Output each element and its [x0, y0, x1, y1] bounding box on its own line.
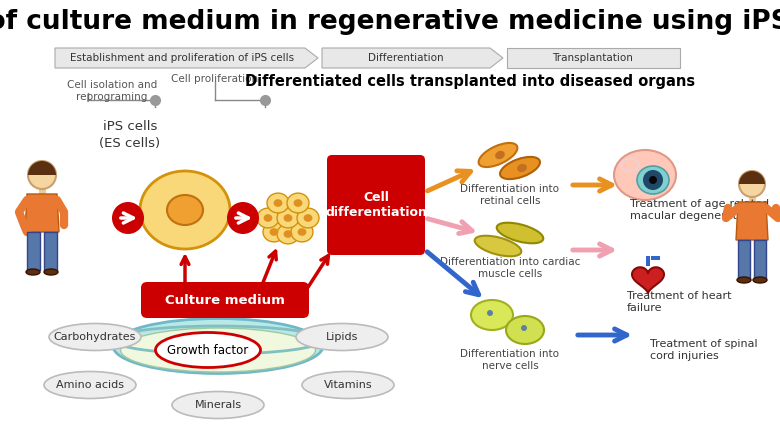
- Polygon shape: [55, 48, 318, 68]
- Text: Carbohydrates: Carbohydrates: [54, 332, 136, 342]
- FancyBboxPatch shape: [327, 155, 425, 255]
- Ellipse shape: [257, 208, 279, 228]
- Ellipse shape: [297, 208, 319, 228]
- Ellipse shape: [471, 300, 513, 330]
- Ellipse shape: [270, 228, 278, 236]
- Ellipse shape: [500, 157, 540, 179]
- Text: Differentiation into cardiac
muscle cells: Differentiation into cardiac muscle cell…: [440, 257, 580, 279]
- Ellipse shape: [291, 222, 313, 242]
- Circle shape: [227, 202, 259, 234]
- Ellipse shape: [753, 277, 767, 283]
- Ellipse shape: [120, 328, 315, 372]
- Ellipse shape: [293, 199, 303, 207]
- Ellipse shape: [637, 166, 669, 194]
- Text: Treatment of heart
failure: Treatment of heart failure: [627, 291, 732, 313]
- Ellipse shape: [167, 195, 203, 225]
- Ellipse shape: [263, 222, 285, 242]
- Polygon shape: [322, 48, 503, 68]
- Ellipse shape: [302, 371, 394, 399]
- Text: iPS cells
(ES cells): iPS cells (ES cells): [99, 120, 161, 149]
- Text: Establishment and proliferation of iPS cells: Establishment and proliferation of iPS c…: [70, 53, 294, 63]
- Ellipse shape: [284, 230, 292, 238]
- Ellipse shape: [172, 392, 264, 418]
- Ellipse shape: [497, 223, 544, 243]
- Polygon shape: [736, 202, 768, 240]
- Ellipse shape: [49, 324, 141, 350]
- Ellipse shape: [277, 224, 299, 244]
- Text: Treatment of spinal
cord injuries: Treatment of spinal cord injuries: [650, 339, 757, 361]
- Text: Growth factor: Growth factor: [168, 343, 249, 357]
- Ellipse shape: [264, 214, 272, 222]
- Text: Differentiation: Differentiation: [368, 53, 444, 63]
- Text: Cell
differentiation: Cell differentiation: [325, 191, 427, 219]
- Ellipse shape: [26, 269, 40, 275]
- Ellipse shape: [475, 236, 521, 256]
- Ellipse shape: [277, 208, 299, 228]
- Polygon shape: [738, 240, 750, 278]
- Circle shape: [112, 202, 144, 234]
- Ellipse shape: [506, 316, 544, 344]
- Circle shape: [643, 170, 663, 190]
- Wedge shape: [739, 171, 765, 184]
- Polygon shape: [27, 232, 40, 270]
- Circle shape: [739, 171, 765, 197]
- Ellipse shape: [44, 269, 58, 275]
- Polygon shape: [632, 267, 664, 293]
- Text: Amino acids: Amino acids: [56, 380, 124, 390]
- Text: Role of culture medium in regenerative medicine using iPS cells: Role of culture medium in regenerative m…: [0, 9, 780, 35]
- Polygon shape: [44, 232, 57, 270]
- Text: Minerals: Minerals: [194, 400, 242, 410]
- Ellipse shape: [113, 318, 323, 374]
- Text: Culture medium: Culture medium: [165, 293, 285, 307]
- Ellipse shape: [44, 371, 136, 399]
- Text: Differentiation into
nerve cells: Differentiation into nerve cells: [460, 349, 559, 371]
- Text: Differentiation into
retinal cells: Differentiation into retinal cells: [460, 184, 559, 206]
- Ellipse shape: [737, 277, 751, 283]
- Text: Cell proliferation: Cell proliferation: [172, 74, 258, 84]
- Polygon shape: [507, 48, 680, 68]
- Wedge shape: [28, 161, 56, 175]
- Circle shape: [487, 310, 493, 316]
- Polygon shape: [754, 240, 766, 278]
- Ellipse shape: [614, 150, 676, 200]
- Ellipse shape: [495, 151, 505, 159]
- Ellipse shape: [287, 193, 309, 213]
- FancyBboxPatch shape: [141, 282, 309, 318]
- Circle shape: [28, 161, 56, 189]
- Ellipse shape: [274, 199, 282, 207]
- Ellipse shape: [284, 214, 292, 222]
- Ellipse shape: [155, 332, 261, 367]
- Polygon shape: [646, 256, 650, 266]
- Polygon shape: [25, 194, 59, 232]
- Ellipse shape: [517, 164, 527, 172]
- Ellipse shape: [140, 171, 230, 249]
- Text: Transplantation: Transplantation: [552, 53, 633, 63]
- Ellipse shape: [267, 193, 289, 213]
- Ellipse shape: [479, 143, 517, 167]
- Text: Lipids: Lipids: [326, 332, 358, 342]
- Text: Cell isolation and
reprograming: Cell isolation and reprograming: [67, 80, 157, 102]
- Ellipse shape: [303, 214, 313, 222]
- Polygon shape: [651, 256, 660, 260]
- Text: Differentiated cells transplanted into diseased organs: Differentiated cells transplanted into d…: [245, 74, 695, 89]
- Text: Vitamins: Vitamins: [324, 380, 372, 390]
- Circle shape: [521, 325, 527, 331]
- Ellipse shape: [296, 324, 388, 350]
- Text: Treatment of age-related
macular degeneration: Treatment of age-related macular degener…: [630, 199, 769, 221]
- Ellipse shape: [298, 228, 307, 236]
- Circle shape: [649, 176, 657, 184]
